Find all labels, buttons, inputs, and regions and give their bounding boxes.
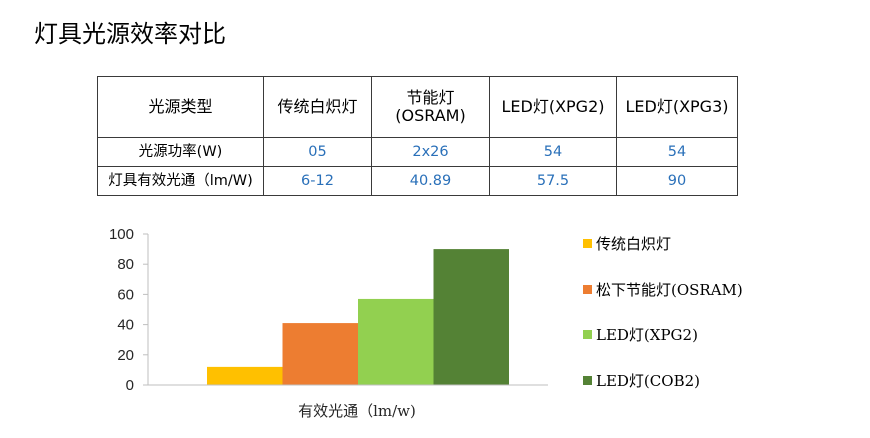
legend-swatch <box>583 375 592 385</box>
table-cell: 05 <box>263 137 372 167</box>
x-axis-label: 有效光通（lm/w) <box>298 402 416 420</box>
bar <box>358 298 434 385</box>
y-tick-label: 100 <box>109 226 134 243</box>
legend-label: LED灯(COB2) <box>596 371 700 390</box>
legend-swatch <box>583 284 592 294</box>
header-cell: LED灯(XPG2) <box>489 76 617 138</box>
legend-label: 松下节能灯(OSRAM) <box>596 280 743 299</box>
header-cell: 传统白炽灯 <box>263 76 372 138</box>
legend-item: 松下节能灯(OSRAM) <box>583 278 843 300</box>
legend-swatch <box>583 330 592 339</box>
comparison-table: 光源类型 传统白炽灯 节能灯 (OSRAM) LED灯(XPG2) LED灯(X… <box>97 76 738 196</box>
y-tick-label: 60 <box>117 286 134 303</box>
row-label: 灯具有效光通（lm/W) <box>97 166 264 196</box>
table-cell: 57.5 <box>489 166 617 196</box>
legend-label: LED灯(XPG2) <box>596 326 698 344</box>
table-cell: 40.89 <box>371 166 490 196</box>
table-cell: 6-12 <box>263 166 372 196</box>
page-title: 灯具光源效率对比 <box>34 20 226 48</box>
bar <box>207 366 283 385</box>
table-row: 灯具有效光通（lm/W) 6-12 40.89 57.5 90 <box>97 166 738 196</box>
legend-item: LED灯(COB2) <box>583 369 843 391</box>
bar <box>433 249 509 385</box>
header-cell: LED灯(XPG3) <box>616 76 738 138</box>
y-tick-label: 0 <box>126 377 134 394</box>
legend-item: 传统白炽灯 <box>583 232 843 254</box>
y-tick-label: 80 <box>117 256 134 273</box>
y-tick-label: 40 <box>117 317 134 334</box>
table-row: 光源功率(W) 05 2x26 54 54 <box>97 137 738 167</box>
table-header-row: 光源类型 传统白炽灯 节能灯 (OSRAM) LED灯(XPG2) LED灯(X… <box>97 76 738 138</box>
legend-swatch <box>583 239 592 248</box>
y-tick-label: 20 <box>117 347 134 364</box>
bar <box>282 323 358 385</box>
legend-label: 传统白炽灯 <box>596 235 672 253</box>
row-label: 光源功率(W) <box>97 137 264 167</box>
legend-item: LED灯(XPG2) <box>583 323 843 345</box>
header-cell: 节能灯 (OSRAM) <box>371 76 490 138</box>
header-cell: 光源类型 <box>97 76 264 138</box>
table-cell: 90 <box>616 166 738 196</box>
